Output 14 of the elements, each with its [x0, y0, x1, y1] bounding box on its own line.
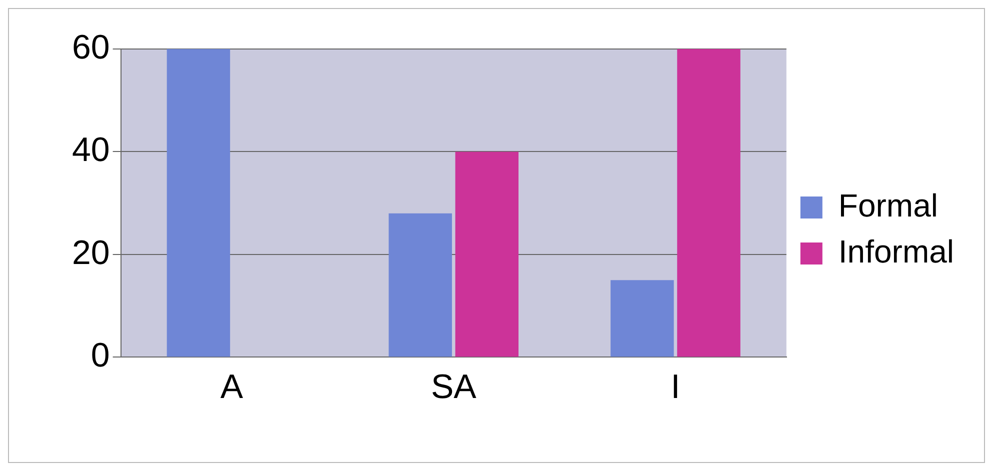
y-tick-label: 0 — [90, 336, 110, 375]
y-tick-label: 40 — [72, 131, 110, 170]
x-tick-label: SA — [430, 368, 477, 406]
bar — [455, 152, 519, 357]
legend-label: Informal — [838, 233, 954, 270]
bar — [610, 280, 674, 357]
bar — [166, 49, 230, 357]
bar — [388, 213, 452, 357]
legend-label: Formal — [838, 187, 938, 224]
y-tick-label: 60 — [72, 28, 110, 66]
x-tick-label: A — [220, 368, 244, 406]
y-tick-label: 20 — [72, 234, 110, 272]
x-tick-label: I — [670, 368, 680, 406]
bar — [677, 49, 740, 357]
